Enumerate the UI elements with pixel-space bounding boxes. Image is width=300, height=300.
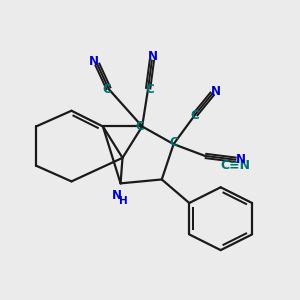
Text: C: C [136, 120, 145, 133]
Text: N: N [211, 85, 221, 98]
Text: N: N [236, 152, 246, 166]
Text: H: H [119, 196, 128, 206]
Text: C: C [146, 82, 154, 96]
Text: C: C [191, 109, 200, 122]
Text: N: N [112, 189, 122, 202]
Text: C: C [169, 136, 178, 148]
Text: C≡N: C≡N [221, 159, 251, 172]
Text: C: C [102, 82, 111, 96]
Text: N: N [89, 55, 99, 68]
Text: N: N [148, 50, 158, 63]
